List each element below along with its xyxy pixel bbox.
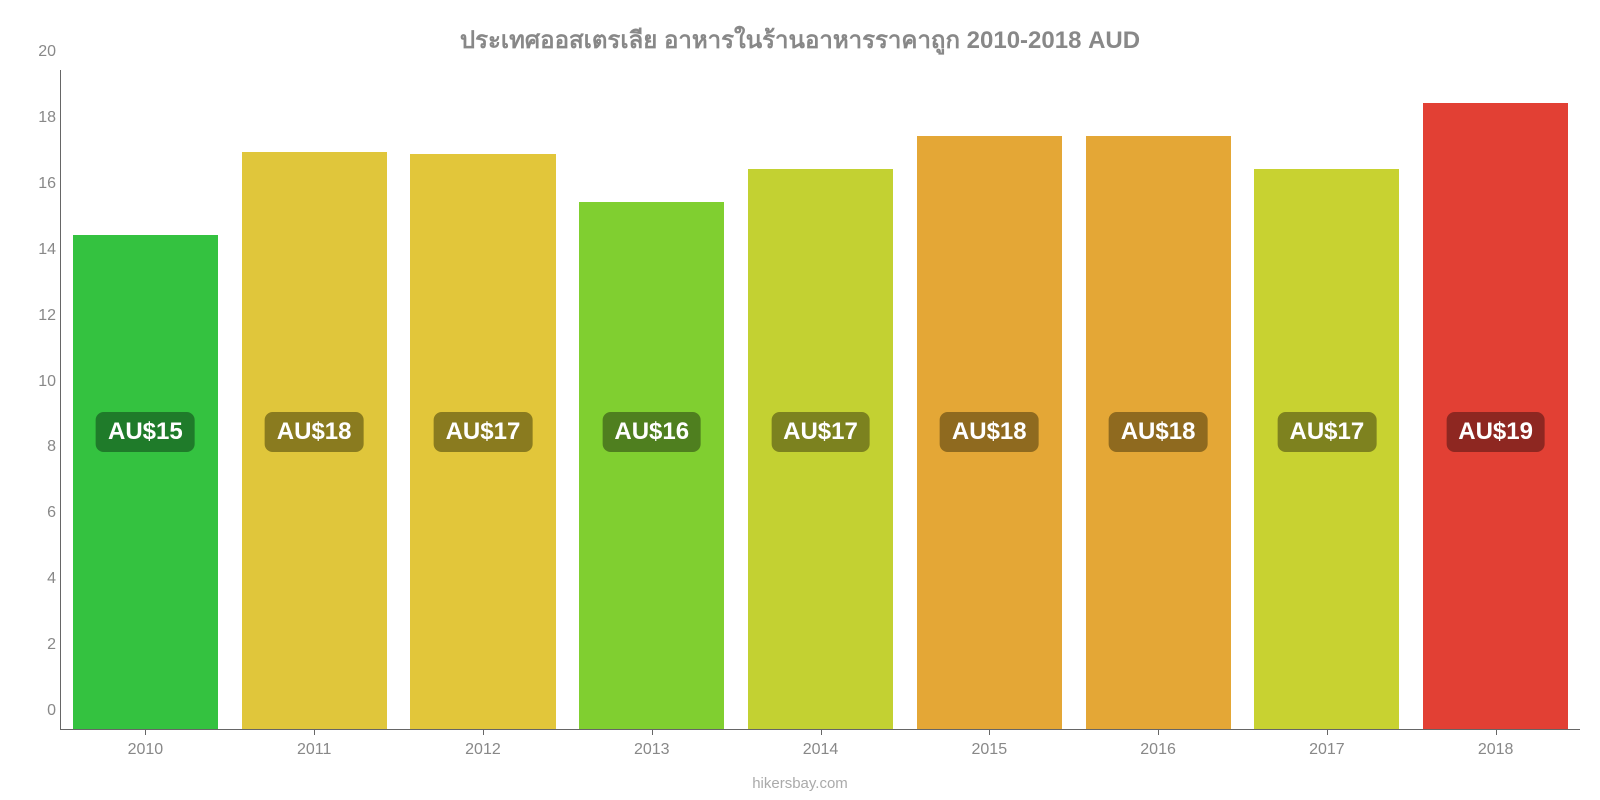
x-tick-mark xyxy=(314,729,315,735)
bar-slot: AU$182016 xyxy=(1074,70,1243,729)
y-tick: 16 xyxy=(16,175,56,193)
x-tick: 2016 xyxy=(1140,741,1176,759)
bar-value-label: AU$17 xyxy=(434,412,533,452)
bar-slot: AU$192018 xyxy=(1411,70,1580,729)
bar: AU$19 xyxy=(1423,103,1568,729)
x-tick: 2017 xyxy=(1309,741,1345,759)
y-tick: 6 xyxy=(16,504,56,522)
bar-slot: AU$172012 xyxy=(399,70,568,729)
x-tick-mark xyxy=(652,729,653,735)
bar-slot: AU$162013 xyxy=(567,70,736,729)
x-tick-mark xyxy=(1496,729,1497,735)
bar-value-label: AU$15 xyxy=(96,412,195,452)
bar-value-label: AU$17 xyxy=(771,412,870,452)
y-tick: 12 xyxy=(16,307,56,325)
x-tick-mark xyxy=(989,729,990,735)
x-tick: 2013 xyxy=(634,741,670,759)
y-tick: 0 xyxy=(16,702,56,720)
bar-slot: AU$172014 xyxy=(736,70,905,729)
y-tick: 18 xyxy=(16,109,56,127)
bar: AU$18 xyxy=(1086,136,1231,729)
chart-container: ประเทศออสเตรเลีย อาหารในร้านอาหารราคาถูก… xyxy=(0,0,1600,800)
bar-value-label: AU$18 xyxy=(1109,412,1208,452)
bar-slot: AU$182015 xyxy=(905,70,1074,729)
y-tick: 4 xyxy=(16,570,56,588)
source-label: hikersbay.com xyxy=(0,775,1600,792)
y-tick: 8 xyxy=(16,438,56,456)
x-tick: 2018 xyxy=(1478,741,1514,759)
y-tick: 2 xyxy=(16,636,56,654)
plot-area: AU$152010AU$182011AU$172012AU$162013AU$1… xyxy=(60,70,1580,730)
bar-value-label: AU$16 xyxy=(602,412,701,452)
x-tick: 2012 xyxy=(465,741,501,759)
y-tick: 20 xyxy=(16,43,56,61)
bar: AU$17 xyxy=(1254,169,1399,729)
x-tick: 2015 xyxy=(972,741,1008,759)
bars-row: AU$152010AU$182011AU$172012AU$162013AU$1… xyxy=(61,70,1580,729)
x-tick: 2010 xyxy=(128,741,164,759)
bar: AU$17 xyxy=(410,154,555,729)
bar: AU$17 xyxy=(748,169,893,729)
y-tick: 14 xyxy=(16,241,56,259)
bar-slot: AU$182011 xyxy=(230,70,399,729)
chart-title: ประเทศออสเตรเลีย อาหารในร้านอาหารราคาถูก… xyxy=(0,20,1600,59)
x-tick: 2014 xyxy=(803,741,839,759)
bar: AU$16 xyxy=(579,202,724,729)
bar-value-label: AU$19 xyxy=(1446,412,1545,452)
bar: AU$18 xyxy=(917,136,1062,729)
y-tick: 10 xyxy=(16,373,56,391)
bar: AU$18 xyxy=(242,152,387,729)
x-tick-mark xyxy=(483,729,484,735)
bar-slot: AU$172017 xyxy=(1242,70,1411,729)
x-tick-mark xyxy=(821,729,822,735)
bar-value-label: AU$18 xyxy=(940,412,1039,452)
bar-slot: AU$152010 xyxy=(61,70,230,729)
bar: AU$15 xyxy=(73,235,218,729)
x-tick-mark xyxy=(145,729,146,735)
bar-value-label: AU$17 xyxy=(1277,412,1376,452)
x-tick-mark xyxy=(1327,729,1328,735)
bar-value-label: AU$18 xyxy=(265,412,364,452)
x-tick-mark xyxy=(1158,729,1159,735)
x-tick: 2011 xyxy=(297,741,331,759)
